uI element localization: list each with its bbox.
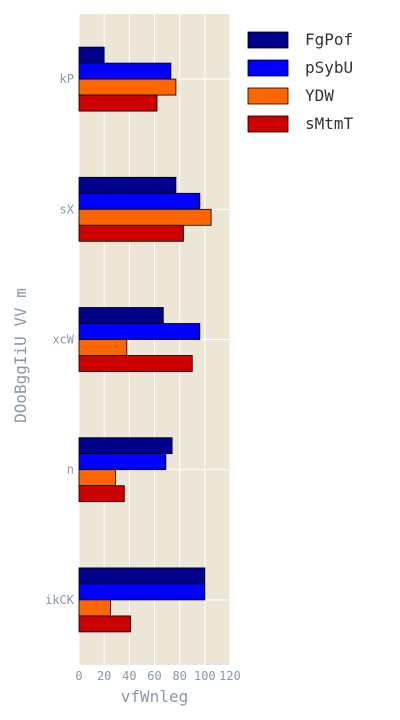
bar-sMtmT-xcW <box>78 355 193 372</box>
bar-FgPof-ikCK <box>78 567 206 585</box>
legend-swatch <box>247 31 289 49</box>
x-tick-label: 100 <box>194 669 216 683</box>
legend: FgPof pSybU YDW sMtmT <box>247 30 354 133</box>
legend-swatch <box>247 59 289 77</box>
bar-sMtmT-sX <box>78 224 184 242</box>
bar-YDW-kP <box>78 78 177 96</box>
y-tick-label: sX <box>60 202 75 216</box>
legend-label: sMtmT <box>305 114 354 133</box>
bar-sMtmT-n <box>78 485 125 503</box>
legend-label: pSybU <box>305 58 353 77</box>
x-axis-label: vfWnleg <box>121 687 188 706</box>
bar-FgPof-kP <box>78 46 105 64</box>
x-tick-label: 120 <box>219 669 241 683</box>
bar-pSybU-ikCK <box>78 583 206 601</box>
y-axis-label: DOoBggIiU VV m <box>11 288 30 423</box>
y-tick-label: ikCK <box>45 593 75 607</box>
x-tick-label: 20 <box>97 669 111 683</box>
bar-FgPof-n <box>78 437 173 455</box>
bar-FgPof-xcW <box>78 307 164 324</box>
bar-YDW-ikCK <box>78 599 111 617</box>
y-tick-label: xcW <box>52 333 74 347</box>
bar-YDW-n <box>78 469 116 487</box>
y-tick-labels: kP sX xcW n ikCK <box>45 72 75 607</box>
y-tick-label: kP <box>60 72 74 86</box>
y-tick-label: n <box>67 463 74 477</box>
bar-pSybU-xcW <box>78 323 201 340</box>
legend-swatch <box>247 115 289 133</box>
x-tick-labels: 0 20 40 60 80 100 120 <box>75 669 240 683</box>
x-tick-label: 60 <box>147 669 161 683</box>
bar-YDW-xcW <box>78 339 128 356</box>
legend-label: YDW <box>305 86 334 105</box>
x-tick-label: 80 <box>172 669 186 683</box>
bar-sMtmT-kP <box>78 94 158 112</box>
x-tick-label: 0 <box>75 669 82 683</box>
bar-pSybU-n <box>78 453 167 471</box>
legend-label: FgPof <box>305 30 353 49</box>
x-tick-label: 40 <box>122 669 136 683</box>
legend-swatch <box>247 87 289 105</box>
bar-YDW-sX <box>78 208 212 226</box>
bars <box>78 46 212 633</box>
bar-FgPof-sX <box>78 176 177 194</box>
bar-pSybU-kP <box>78 62 172 80</box>
bar-sMtmT-ikCK <box>78 615 131 633</box>
bar-pSybU-sX <box>78 192 201 210</box>
